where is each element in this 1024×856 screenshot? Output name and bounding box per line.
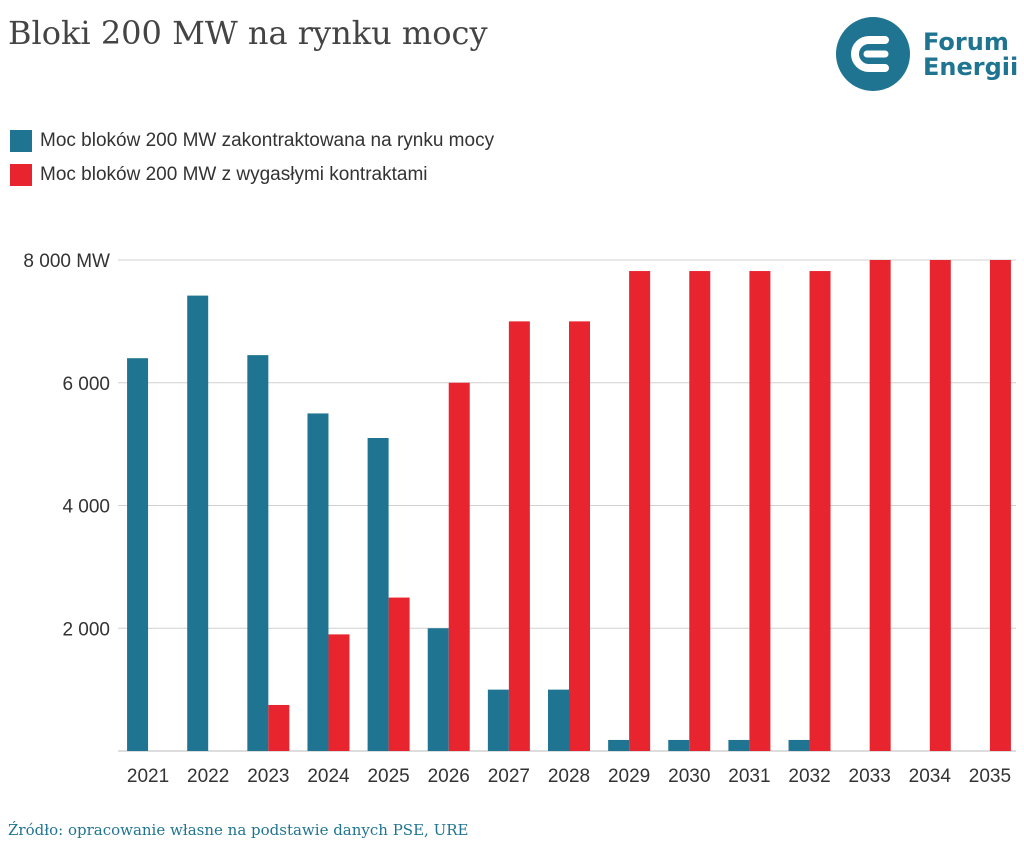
bar-expired (809, 271, 831, 751)
x-tick-label: 2028 (548, 766, 590, 787)
legend-swatch-series-1 (10, 130, 32, 152)
x-tick-label: 2033 (849, 766, 891, 787)
bar-contracted (367, 437, 389, 751)
x-tick-label: 2034 (909, 766, 952, 787)
bar-expired (989, 260, 1011, 751)
chart-title: Bloki 200 MW na rynku mocy (8, 14, 488, 52)
bar-contracted (728, 739, 750, 751)
bar-expired (869, 260, 891, 751)
bar-expired (508, 321, 530, 751)
legend-item-series-1: Moc bloków 200 MW zakontraktowana na ryn… (10, 124, 494, 158)
bar-expired (569, 321, 590, 751)
bar-contracted (427, 628, 449, 751)
x-tick-label: 2025 (367, 766, 409, 787)
y-tick-label: 4 000 (62, 497, 110, 518)
x-tick-label: 2026 (428, 766, 470, 787)
bar-contracted (307, 413, 329, 751)
bar-contracted (247, 355, 269, 751)
bar-expired (749, 271, 771, 751)
bar-expired (328, 634, 350, 751)
x-tick-label: 2021 (127, 766, 169, 787)
bar-contracted (187, 295, 209, 751)
x-tick-label: 2031 (728, 766, 770, 787)
bar-contracted (608, 739, 630, 751)
chart-legend: Moc bloków 200 MW zakontraktowana na ryn… (10, 124, 494, 192)
bar-expired (929, 260, 951, 751)
x-tick-label: 2024 (307, 766, 350, 787)
bar-expired (268, 704, 290, 751)
bar-contracted (788, 739, 810, 751)
forum-energii-logo-icon (836, 17, 910, 91)
bar-expired (629, 271, 651, 751)
x-tick-label: 2023 (247, 766, 289, 787)
source-note: Źródło: opracowanie własne na podstawie … (8, 821, 469, 839)
legend-label-series-2: Moc bloków 200 MW z wygasłymi kontraktam… (40, 164, 428, 185)
x-tick-label: 2030 (668, 766, 710, 787)
x-tick-label: 2027 (488, 766, 530, 787)
x-tick-label: 2032 (788, 766, 830, 787)
legend-swatch-series-2 (10, 164, 32, 186)
logo-line-1: Forum (923, 28, 1009, 56)
y-tick-label: 8 000 MW (23, 251, 110, 272)
forum-energii-logo: Forum Energii (835, 16, 1020, 92)
y-tick-label: 2 000 (62, 619, 110, 640)
bar-contracted (127, 358, 149, 751)
bar-chart: 2 000 4 000 6 000 8 000 MW 2021 2022 2023 2024 2… (23, 251, 1016, 787)
x-tick-label: 2022 (187, 766, 229, 787)
y-tick-label: 6 000 (62, 374, 110, 395)
legend-item-series-2: Moc bloków 200 MW z wygasłymi kontraktam… (10, 158, 494, 192)
x-tick-label: 2035 (969, 766, 1011, 787)
logo-line-2: Energii (923, 53, 1019, 81)
bar-expired (448, 382, 470, 751)
legend-label-series-1: Moc bloków 200 MW zakontraktowana na ryn… (40, 130, 495, 151)
x-tick-label: 2029 (608, 766, 650, 787)
bar-contracted (668, 739, 690, 751)
bar-expired (388, 597, 410, 751)
bar-contracted (548, 689, 569, 751)
bar-contracted (487, 689, 509, 751)
bar-expired (689, 271, 711, 751)
